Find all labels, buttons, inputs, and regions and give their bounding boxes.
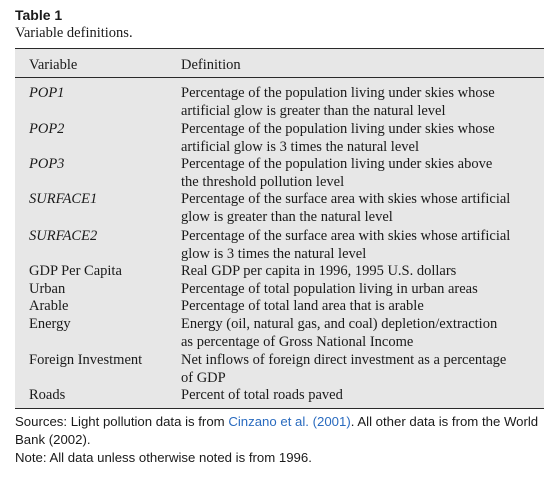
cell-variable: Foreign Investment (29, 352, 143, 368)
cell-definition: Percentage of the surface area with skie… (181, 191, 541, 226)
cell-variable: Urban (29, 281, 66, 297)
cell-definition: Percentage of the population living unde… (181, 156, 541, 191)
cell-definition: Percentage of the population living unde… (181, 121, 541, 156)
citation-link[interactable]: Cinzano et al. (2001) (228, 414, 351, 429)
definition-line: Percentage of the surface area with skie… (181, 228, 511, 244)
table-label: Table 1 (15, 7, 63, 23)
definition-line: Percentage of total population living in… (181, 281, 478, 297)
cell-definition: Energy (oil, natural gas, and coal) depl… (181, 316, 541, 351)
cell-variable: SURFACE2 (29, 228, 98, 244)
definition-line: Percentage of the population living unde… (181, 85, 495, 101)
cell-variable: Energy (29, 316, 71, 332)
definition-line: artificial glow is 3 times the natural l… (181, 138, 419, 155)
sources-prefix: Sources: Light pollution data is from (15, 414, 229, 429)
cell-variable: POP3 (29, 156, 65, 172)
table-bottom-rule (15, 408, 544, 409)
definition-line: glow is greater than the natural level (181, 208, 393, 225)
date-note: Note: All data unless otherwise noted is… (15, 450, 312, 465)
definition-line: Percentage of the population living unde… (181, 156, 493, 172)
cell-definition: Percentage of total population living in… (181, 281, 541, 299)
cell-variable: Roads (29, 387, 66, 403)
cell-variable: Arable (29, 298, 69, 314)
definition-line: of GDP (181, 369, 226, 386)
table-background (15, 48, 544, 408)
definition-line: Percentage of the surface area with skie… (181, 191, 511, 207)
definition-line: Energy (oil, natural gas, and coal) depl… (181, 316, 498, 332)
cell-variable: POP1 (29, 85, 65, 101)
definition-line: Real GDP per capita in 1996, 1995 U.S. d… (181, 263, 457, 279)
definition-line: glow is 3 times the natural level (181, 245, 367, 262)
cell-definition: Percentage of total land area that is ar… (181, 298, 541, 316)
table-notes: Sources: Light pollution data is from Ci… (15, 413, 545, 467)
cell-variable: SURFACE1 (29, 191, 98, 207)
definition-line: as percentage of Gross National Income (181, 333, 414, 350)
column-header-definition: Definition (181, 57, 241, 73)
cell-definition: Percentage of the population living unde… (181, 85, 541, 120)
table-caption: Variable definitions. (15, 25, 133, 41)
definition-line: Percent of total roads paved (181, 387, 343, 403)
cell-variable: POP2 (29, 121, 65, 137)
table-top-rule (15, 48, 544, 49)
definition-line: the threshold pollution level (181, 173, 345, 190)
sources-suffix: . All other data is from the World Bank … (15, 414, 539, 447)
sources-note: Sources: Light pollution data is from Ci… (15, 413, 545, 449)
column-header-variable: Variable (29, 57, 78, 73)
definition-line: Percentage of total land area that is ar… (181, 298, 424, 314)
cell-definition: Percentage of the surface area with skie… (181, 228, 541, 263)
cell-definition: Percent of total roads paved (181, 387, 541, 405)
definition-line: Percentage of the population living unde… (181, 121, 495, 137)
table-header-rule (15, 77, 544, 78)
cell-definition: Real GDP per capita in 1996, 1995 U.S. d… (181, 263, 541, 281)
cell-definition: Net inflows of foreign direct investment… (181, 352, 541, 387)
cell-variable: GDP Per Capita (29, 263, 122, 279)
definition-line: Net inflows of foreign direct investment… (181, 352, 507, 368)
definition-line: artificial glow is greater than the natu… (181, 102, 446, 119)
